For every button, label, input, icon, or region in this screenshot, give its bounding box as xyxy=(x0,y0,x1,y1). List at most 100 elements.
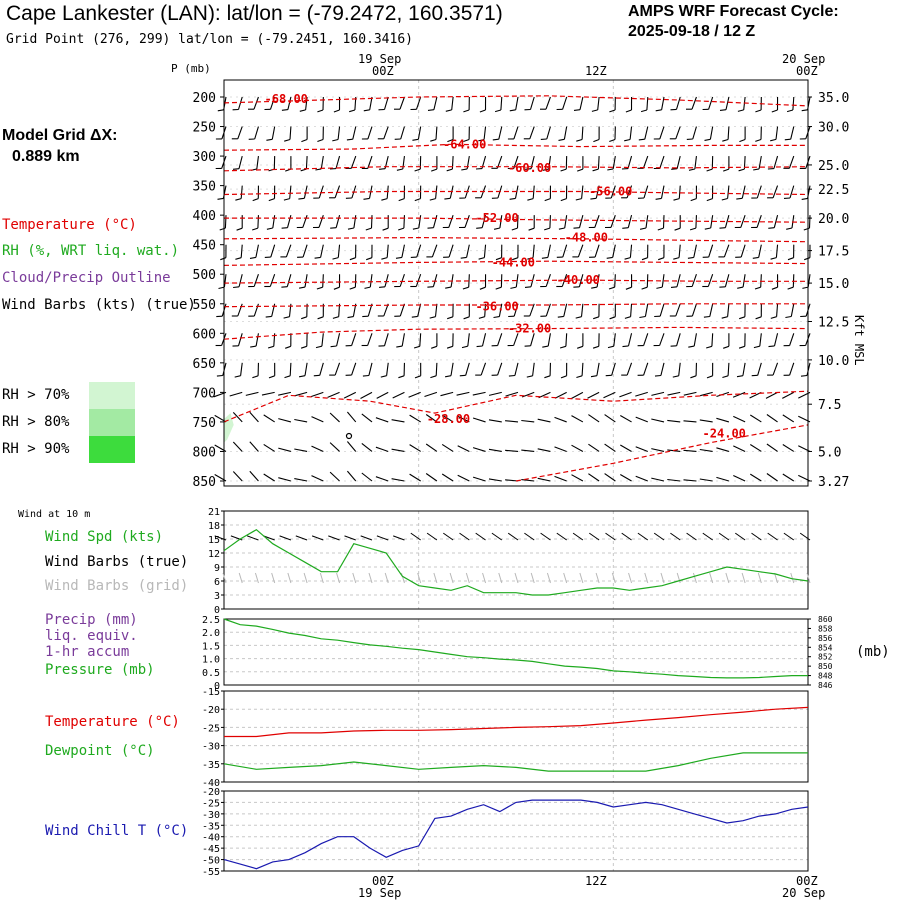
wind-barb xyxy=(414,156,422,172)
wind-barb-flag xyxy=(721,316,728,319)
wind-barb xyxy=(315,155,324,171)
grid-wind-barb xyxy=(400,572,405,584)
wind-barb xyxy=(521,479,535,482)
wind-barb-shaft xyxy=(294,418,308,423)
wind-barb-flag xyxy=(317,316,324,320)
true-wind-barb xyxy=(491,532,503,541)
pressure-frame xyxy=(223,618,809,686)
rh90-swatch xyxy=(89,436,135,463)
wind-barb-flag xyxy=(704,227,711,230)
wind-barb-shaft xyxy=(521,419,535,423)
grid-wind-barb xyxy=(725,572,730,584)
wind-barb xyxy=(768,215,779,229)
wind-barb xyxy=(667,391,681,396)
wind-barb xyxy=(736,362,746,378)
wind-barb-flag xyxy=(575,316,582,319)
wind-barb-shaft xyxy=(305,156,308,170)
wind-barb-shaft xyxy=(400,126,405,140)
pressure-ytick-label: 858 xyxy=(818,624,833,633)
wind-barb xyxy=(755,126,762,142)
wind-barb-flag xyxy=(673,257,680,260)
wind-barb xyxy=(624,126,633,142)
wind-barb xyxy=(248,96,259,110)
wind-barb xyxy=(216,303,227,318)
wind-barb-shaft xyxy=(772,362,779,376)
wind-barb-shaft xyxy=(498,303,503,317)
wind-barb xyxy=(667,419,681,423)
wind-barb xyxy=(542,156,551,171)
isotherm-9 xyxy=(223,326,809,340)
wind-barb xyxy=(366,244,373,261)
wind-barb-shaft xyxy=(756,185,762,199)
wind-barb xyxy=(750,444,762,452)
wind-barb xyxy=(590,185,600,200)
wind-barb xyxy=(298,362,308,378)
wind-barb-flag xyxy=(786,227,793,230)
wind-barb xyxy=(493,215,503,230)
wind-barb xyxy=(440,391,454,397)
wind-barb xyxy=(252,185,259,202)
wind-barb xyxy=(347,215,357,230)
wind-barb-shaft xyxy=(646,96,649,111)
wind-barb-flag xyxy=(301,138,308,143)
wind-barb xyxy=(559,333,568,349)
wind-barb-shaft xyxy=(588,473,600,482)
wind-barb xyxy=(638,126,649,141)
wind-barb-flag xyxy=(624,138,631,142)
wind-barb xyxy=(635,416,648,423)
wind-barb xyxy=(653,155,665,170)
wind-barb-shaft xyxy=(240,185,243,199)
wind-barb-shaft xyxy=(716,447,730,452)
wind-barb xyxy=(478,244,487,260)
grid-wind-barb xyxy=(384,572,389,584)
wind-barb-shaft xyxy=(710,215,714,229)
wind-barb-flag xyxy=(446,168,453,172)
wind-barb-shaft xyxy=(286,215,292,228)
wind-barb-shaft xyxy=(318,214,324,228)
grid-wind-barb xyxy=(271,572,276,584)
wind-barb-shaft xyxy=(334,362,341,376)
wind-barb-shaft xyxy=(497,333,503,346)
wind-barb-shaft xyxy=(620,444,632,452)
pressure-tick-label: 250 xyxy=(193,121,216,136)
wind-barb-flag xyxy=(607,168,614,171)
wind-barb-shaft xyxy=(759,333,762,347)
wind-barb xyxy=(589,244,600,258)
wind-barb-flag xyxy=(217,109,224,112)
wind-barb xyxy=(329,362,341,376)
wind-barb-shaft xyxy=(352,126,357,140)
wind-barb xyxy=(446,156,454,172)
wind-barb-flag xyxy=(801,109,808,112)
temp-panel-ytick-label: -30 xyxy=(202,742,220,753)
wind-barb-flag xyxy=(346,138,353,141)
wind-barb-flag xyxy=(478,257,485,260)
wind-barb-shaft xyxy=(758,244,762,258)
wind-barb xyxy=(704,126,714,141)
wind-barb-flag xyxy=(298,197,305,200)
wind-barb-flag xyxy=(639,227,647,230)
wind-barb xyxy=(721,185,730,201)
wind-barb-shaft xyxy=(562,96,568,110)
wind-barb-flag xyxy=(656,286,663,289)
isotherm-10 xyxy=(223,390,809,423)
wind-barb-shaft xyxy=(725,96,730,110)
wind-barb-shaft xyxy=(790,303,795,317)
wind-barb-flag xyxy=(771,286,778,290)
wind-barb-flag xyxy=(771,109,778,113)
wind-barb-shaft xyxy=(626,185,633,198)
wind-barb-shaft xyxy=(286,274,292,287)
wind-barb xyxy=(346,126,357,141)
wind-barb xyxy=(301,126,308,143)
wind-barb xyxy=(510,274,519,289)
wind-barb-flag xyxy=(332,257,339,260)
wind-barb xyxy=(280,244,292,258)
wind-barb-shaft xyxy=(337,244,341,258)
wind-barb-shaft xyxy=(643,362,649,376)
wind-barb xyxy=(430,362,438,379)
wind-barb xyxy=(605,362,616,377)
wind-barb xyxy=(635,391,648,397)
wind-barb xyxy=(699,448,713,453)
wind-barb xyxy=(736,185,746,200)
wind-barb-flag xyxy=(591,286,598,289)
